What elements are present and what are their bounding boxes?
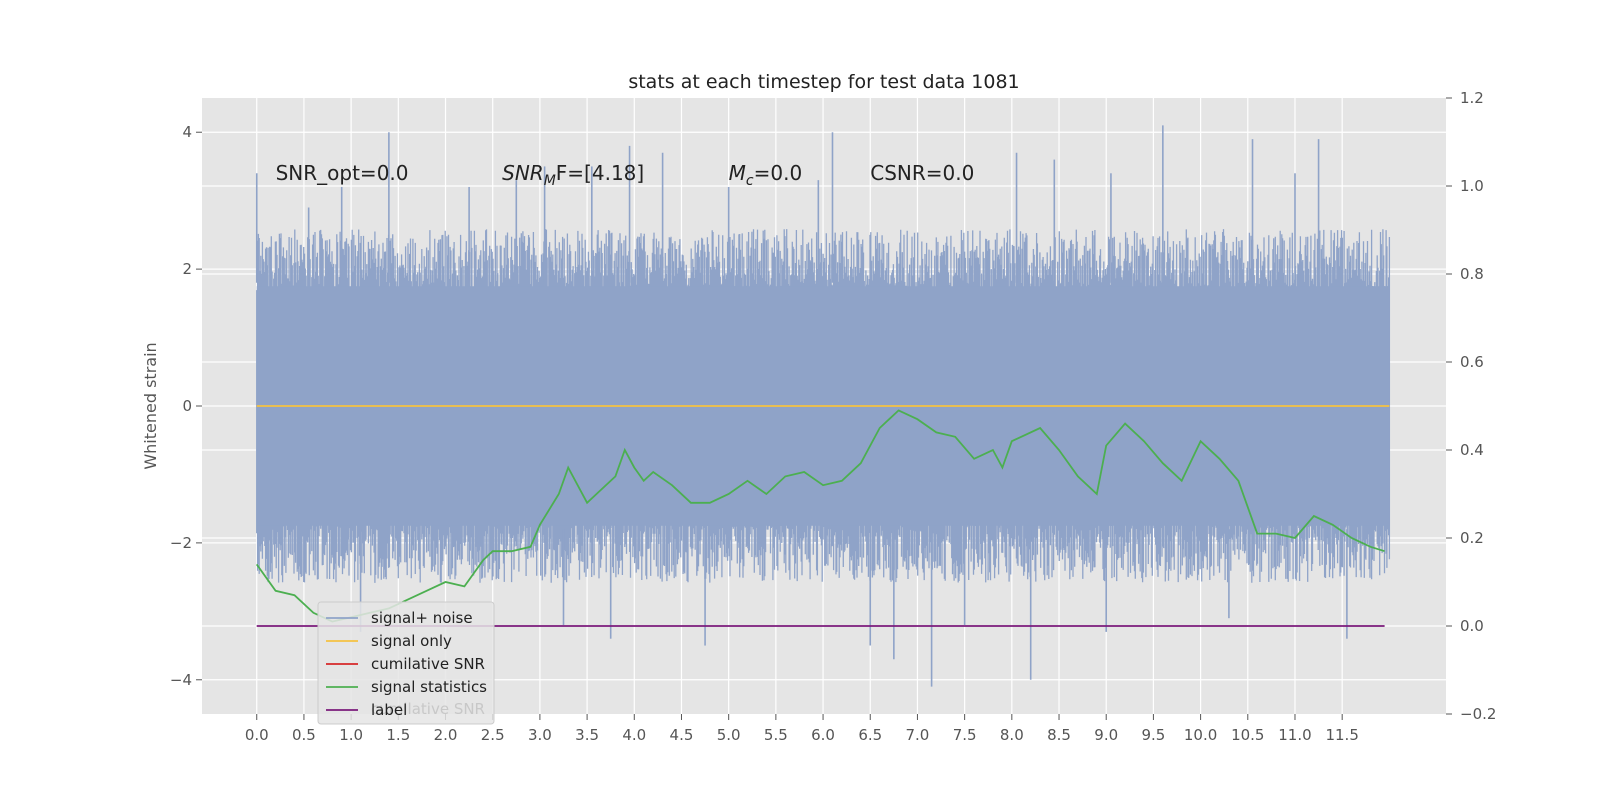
x-tick-label: 9.5	[1141, 726, 1165, 744]
legend-label: cumilative SNR	[371, 655, 485, 673]
x-tick-label: 4.5	[670, 726, 694, 744]
x-tick-label: 1.5	[386, 726, 410, 744]
y-tick-label: 0	[182, 397, 192, 415]
y2-axis-ticks: 1.2 1.0 0.8 0.6 0.4 0.2 0.0 −0.2	[1446, 89, 1496, 723]
series-line-signal-statistics	[255, 409, 1385, 623]
x-tick-label: 11.0	[1278, 726, 1311, 744]
x-tick-label: 1.0	[339, 726, 363, 744]
y-tick-label: −2	[170, 534, 192, 552]
y-tick-label: 2	[182, 260, 192, 278]
y2-tick-label: 0.4	[1460, 441, 1484, 459]
legend-ghost-text: cumilative SNR	[371, 700, 485, 718]
annotation-symbol: M	[729, 161, 746, 185]
x-tick-label: 2.0	[434, 726, 458, 744]
legend-label: label	[371, 701, 407, 719]
x-tick-label: 2.5	[481, 726, 505, 744]
x-tick-label: 8.0	[1000, 726, 1024, 744]
x-tick-label: 3.0	[528, 726, 552, 744]
x-tick-label: 6.5	[858, 726, 882, 744]
y2-tick-label: −0.2	[1460, 705, 1496, 723]
annotation-value: =0.0	[754, 161, 803, 185]
x-tick-label: 9.0	[1094, 726, 1118, 744]
legend-label: signal+ noise	[371, 609, 473, 627]
x-tick-label: 10.0	[1184, 726, 1217, 744]
x-tick-label: 5.5	[764, 726, 788, 744]
y2-tick-label: 0.0	[1460, 617, 1484, 635]
x-tick-label: 3.5	[575, 726, 599, 744]
annotation-value: F=[4.18]	[556, 161, 644, 185]
stat-annotation: SNR_opt=0.0	[276, 161, 409, 185]
legend-box	[317, 601, 495, 725]
x-tick-label: 10.5	[1231, 726, 1264, 744]
y-axis-label: Whitened strain	[141, 342, 160, 469]
y2-tick-label: 0.8	[1460, 265, 1484, 283]
y-tick-label: −4	[170, 671, 192, 689]
x-tick-label: 11.5	[1325, 726, 1358, 744]
y2-tick-label: 0.6	[1460, 353, 1484, 371]
stat-annotation: CSNR=0.0	[870, 161, 974, 185]
y-tick-label: 4	[182, 123, 192, 141]
x-tick-label: 0.0	[245, 726, 269, 744]
x-axis-ticks: 0.0 0.5 1.0 1.5 2.0 2.5 3.0 3.5 4.0 4.5 5.0 5.5 6.0 6…	[245, 714, 1359, 744]
annotation-symbol: SNR	[502, 161, 544, 185]
stat-annotation: Mc=0.0	[729, 161, 803, 189]
x-tick-label: 8.5	[1047, 726, 1071, 744]
x-tick-label: 6.0	[811, 726, 835, 744]
annotation-subscript: c	[746, 173, 754, 189]
legend-label: signal only	[371, 632, 452, 650]
y2-tick-label: 0.2	[1460, 529, 1484, 547]
annotation-subscript: M	[544, 173, 556, 189]
x-tick-label: 0.5	[292, 726, 316, 744]
legend: cumilative SNR signal+ noise signal only c…	[317, 601, 495, 725]
annotations: SNR_opt=0.0 SNRMF=[4.18] Mc=0.0 CSNR=0.0	[276, 161, 975, 189]
x-tick-label: 5.0	[717, 726, 741, 744]
x-tick-label: 7.0	[906, 726, 930, 744]
x-tick-label: 4.0	[622, 726, 646, 744]
x-tick-label: 7.5	[953, 726, 977, 744]
legend-label: signal statistics	[371, 678, 487, 696]
y2-tick-label: 1.0	[1460, 177, 1484, 195]
y2-tick-label: 1.2	[1460, 89, 1484, 107]
chart-title: stats at each timestep for test data 108…	[628, 71, 1019, 93]
stat-annotation: SNRMF=[4.18]	[502, 161, 644, 189]
y-axis-ticks: 4 2 0 −2 −4	[170, 123, 202, 689]
